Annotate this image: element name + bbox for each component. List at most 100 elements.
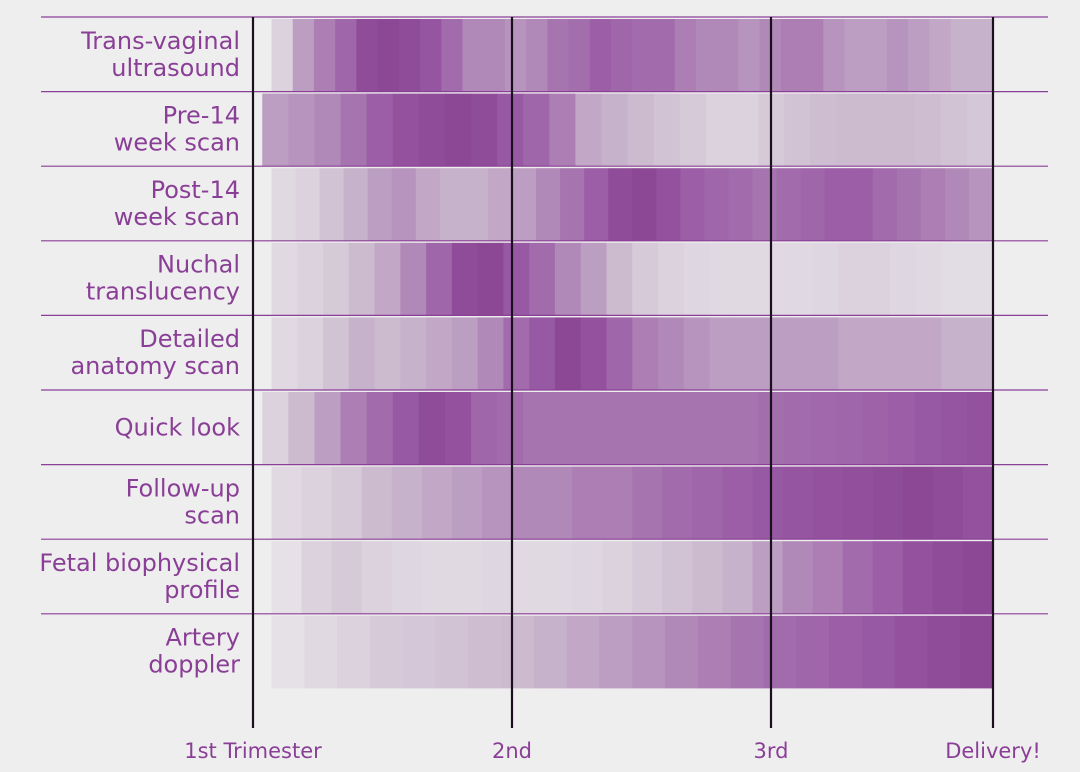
heatmap-cell [632,168,657,241]
heatmap-cell [536,168,561,241]
heatmap-cell [523,392,550,465]
heatmap-cell [497,392,524,465]
heatmap-cell [941,317,968,390]
heatmap-cell [967,242,994,316]
row-label-line: Fetal biophysical [39,549,240,577]
heatmap-cell [653,19,676,92]
heatmap-cell [340,392,368,465]
heatmap-cell [872,466,904,540]
heatmap-cell [529,242,556,316]
row-label-line: Post-14 [151,176,240,204]
heatmap-cell [929,19,952,92]
heatmap-cell [784,392,811,465]
heatmap-cell [444,392,472,465]
heatmap-cell [761,242,788,316]
x-axis-tick-labels: 1st Trimester 2nd 3rd Delivery! [184,739,1041,763]
heatmap-cell [776,168,802,241]
heatmap-cell [732,93,759,167]
heatmap-cell [824,168,850,241]
heatmap-cell [752,541,784,614]
heatmap-cell [319,168,345,241]
heatmap-cell [547,19,570,92]
heatmap-cell [271,317,298,390]
heatmap-cell [888,93,916,167]
row-label-line: profile [164,576,240,604]
heatmap-cell [504,19,527,92]
row-label: Trans-vaginal ultrasound [80,27,240,82]
x-tick-label: 2nd [492,739,532,763]
heatmap-cell [662,466,693,540]
heatmap-cell [971,19,994,92]
row-label-line: week scan [114,128,240,156]
heatmap-cell [391,541,423,614]
heatmap-cell [301,541,333,614]
heatmap-cell [335,19,357,92]
heatmap-cell [674,19,697,92]
heatmap-cell [580,242,608,316]
heatmap-cell [529,317,556,390]
heatmap-cell [271,242,298,316]
heatmap-cell [487,168,513,241]
heatmap-cell [829,615,863,689]
heatmap-cell [497,93,524,167]
heatmap-cell [679,93,707,167]
heatmap-cell [915,317,943,390]
heatmap-cell [426,317,453,390]
heatmap-cell [680,168,705,241]
heatmap-cell [940,93,968,167]
heatmap-cell [297,242,324,316]
heatmap-cell [864,242,891,316]
heatmap-cell [542,466,573,540]
heatmap-cell [782,466,814,540]
heatmap-cell [369,615,404,689]
heatmap-cell [962,466,994,540]
heatmap-cell [599,615,633,689]
heatmap-cell [944,168,970,241]
row-label-line: scan [184,501,240,529]
heatmap-cell [356,19,379,92]
heatmap-cell [966,93,994,167]
heatmap-cell [503,317,530,390]
row-labels: Trans-vaginal ultrasound Pre-14 week scan Po… [39,27,240,679]
heatmap-cell [722,466,754,540]
heatmap-cell [400,317,427,390]
heatmap-cell [735,317,762,390]
row-label: Pre-14 week scan [114,101,240,156]
heatmap-cell [451,541,483,614]
heatmap-cell [658,242,685,316]
heatmap-cell [902,541,934,614]
heatmap-cell [554,242,582,316]
heatmap-cell [752,168,778,241]
heatmap-cell [784,93,811,167]
heatmap-cell [812,317,839,390]
heatmap-cell [420,19,442,92]
heatmap-cell [523,93,550,167]
heatmap-cell [865,19,888,92]
heatmap-cell [611,19,633,92]
heatmap-cell [810,93,838,167]
heatmap-cell [800,168,826,241]
heatmap-cell [842,466,874,540]
heatmap-cell [477,317,505,390]
heatmap-cell [262,93,289,167]
heatmap-cell [920,168,946,241]
row-label: Quick look [115,413,241,441]
heatmap-cell [730,615,765,689]
row-label-line: Trans-vaginal [80,27,240,55]
heatmap-cell [481,466,513,540]
heatmap-cell [439,168,465,241]
heatmap-cell [331,466,363,540]
heatmap-cell [632,317,659,390]
heatmap-cell [367,168,393,241]
heatmap-cell [575,93,603,167]
heatmap-cell [902,466,934,540]
heatmap-cell [722,541,754,614]
x-tick-label: 1st Trimester [184,739,322,763]
heatmap-cell [391,168,417,241]
heatmap-cell [914,392,942,465]
heatmap-cell [575,392,603,465]
heatmap-cell [653,392,681,465]
row-label: Post-14 week scan [114,176,240,231]
heatmap-cell [966,392,994,465]
heatmap-cell [601,392,629,465]
